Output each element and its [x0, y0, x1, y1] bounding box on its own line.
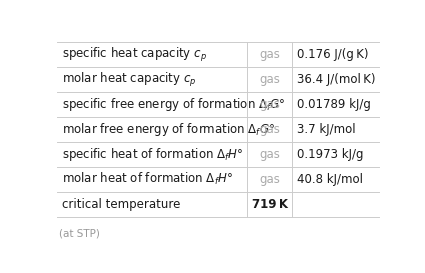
Text: (at STP): (at STP) — [59, 229, 99, 239]
Text: specific free energy of formation $\Delta_f G°$: specific free energy of formation $\Delt… — [62, 96, 286, 113]
Text: 0.01789 kJ/g: 0.01789 kJ/g — [297, 98, 371, 111]
Text: gas: gas — [259, 148, 280, 161]
Text: 0.176 J/(g K): 0.176 J/(g K) — [297, 48, 368, 61]
Text: gas: gas — [259, 73, 280, 86]
Text: molar free energy of formation $\Delta_f G°$: molar free energy of formation $\Delta_f… — [62, 121, 275, 138]
Text: 36.4 J/(mol K): 36.4 J/(mol K) — [297, 73, 375, 86]
Text: 0.1973 kJ/g: 0.1973 kJ/g — [297, 148, 363, 161]
Text: 40.8 kJ/mol: 40.8 kJ/mol — [297, 173, 363, 186]
Text: specific heat of formation $\Delta_f H°$: specific heat of formation $\Delta_f H°$ — [62, 146, 244, 163]
Text: 3.7 kJ/mol: 3.7 kJ/mol — [297, 123, 355, 136]
Text: gas: gas — [259, 173, 280, 186]
Text: gas: gas — [259, 123, 280, 136]
Text: specific heat capacity $c_p$: specific heat capacity $c_p$ — [62, 46, 207, 64]
Text: molar heat of formation $\Delta_f H°$: molar heat of formation $\Delta_f H°$ — [62, 171, 233, 187]
Text: 719 K: 719 K — [252, 198, 288, 211]
Text: molar heat capacity $c_p$: molar heat capacity $c_p$ — [62, 71, 196, 89]
Text: critical temperature: critical temperature — [62, 198, 180, 211]
Text: gas: gas — [259, 48, 280, 61]
Text: gas: gas — [259, 98, 280, 111]
